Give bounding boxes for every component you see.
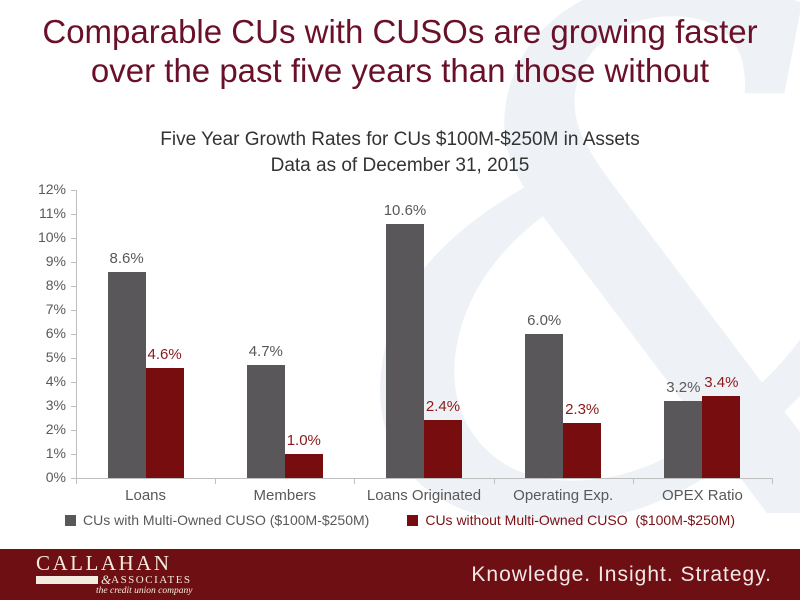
y-tick-label: 9%: [45, 253, 66, 269]
bar-value-label: 2.4%: [425, 398, 461, 416]
y-tick-mark: [71, 286, 76, 287]
y-tick-mark: [71, 214, 76, 215]
y-tick-mark: [71, 454, 76, 455]
legend-swatch-icon: [65, 514, 77, 526]
y-tick-label: 12%: [37, 181, 66, 197]
bar-value-label: 3.2%: [666, 379, 701, 397]
legend-label: CUs without Multi-Owned CUSO ($100M-$250…: [425, 512, 735, 528]
logo-underline-bar: [36, 576, 98, 585]
y-tick-mark: [71, 478, 76, 479]
y-tick-label: 10%: [37, 229, 66, 245]
bar: [107, 271, 146, 478]
y-tick-mark: [71, 190, 76, 191]
legend-label: CUs with Multi-Owned CUSO ($100M-$250M): [83, 512, 370, 528]
y-tick-label: 8%: [45, 277, 66, 293]
legend-item: CUs without Multi-Owned CUSO ($100M-$250…: [407, 512, 735, 528]
bar-value-label: 4.7%: [248, 343, 283, 361]
slide-title-line2: over the past five years than those with…: [90, 51, 710, 89]
y-tick-label: 0%: [45, 469, 66, 485]
category-label: Loans: [125, 487, 167, 504]
chart-title-line1: Five Year Growth Rates for CUs $100M-$25…: [160, 129, 640, 150]
bar: [424, 420, 462, 478]
chart-title: Five Year Growth Rates for CUs $100M-$25…: [0, 127, 800, 178]
logo-row: & ASSOCIATES: [36, 572, 192, 588]
y-tick-label: 4%: [45, 373, 66, 389]
y-tick-mark: [71, 262, 76, 263]
logo-associates-text: ASSOCIATES: [111, 574, 192, 587]
y-tick-mark: [71, 238, 76, 239]
bar-value-label: 6.0%: [527, 312, 562, 329]
bar: [664, 401, 703, 478]
slide-title: Comparable CUs with CUSOs are growing fa…: [0, 13, 800, 91]
bar-value-label: 10.6%: [383, 201, 427, 219]
y-tick-label: 11%: [39, 205, 66, 221]
y-axis-line: [76, 190, 77, 479]
category-label: Operating Exp.: [513, 487, 614, 504]
y-tick-label: 6%: [45, 325, 66, 341]
x-axis-line: [76, 478, 773, 479]
slide-title-line1: Comparable CUs with CUSOs are growing fa…: [42, 13, 758, 50]
x-tick-mark: [76, 479, 77, 484]
y-tick-label: 7%: [45, 301, 66, 317]
bar-value-label: 2.3%: [565, 400, 600, 418]
bar: [284, 454, 323, 478]
bar: [145, 367, 184, 478]
bar: [563, 422, 602, 478]
legend-item: CUs with Multi-Owned CUSO ($100M-$250M): [65, 512, 369, 528]
y-tick-mark: [71, 358, 76, 359]
x-tick-mark: [493, 479, 495, 484]
y-tick-label: 3%: [45, 397, 66, 413]
bar-value-label: 4.6%: [147, 345, 182, 363]
x-tick-mark: [215, 479, 217, 484]
y-tick-mark: [71, 382, 76, 383]
logo-name-text: CALLAHAN: [36, 551, 172, 575]
y-tick-label: 5%: [45, 349, 66, 365]
x-tick-mark: [354, 479, 356, 484]
bar-value-label: 3.4%: [704, 374, 739, 392]
chart-title-line2: Data as of December 31, 2015: [270, 154, 530, 176]
callahan-logo: CALLAHAN & ASSOCIATES the credit union c…: [36, 551, 193, 597]
category-label: OPEX Ratio: [661, 487, 743, 504]
footer-bar: [0, 549, 800, 600]
bar: [246, 365, 285, 478]
y-tick-label: 1%: [45, 445, 66, 461]
logo-ampersand-icon: &: [101, 572, 112, 588]
category-label: Loans Originated: [366, 487, 482, 504]
x-tick-mark: [632, 479, 634, 484]
x-tick-mark: [772, 479, 773, 484]
legend: CUs with Multi-Owned CUSO ($100M-$250M) C…: [0, 512, 800, 528]
bar-value-label: 8.6%: [109, 249, 144, 267]
footer-slogan: Knowledge. Insight. Strategy.: [471, 563, 772, 586]
y-tick-mark: [71, 310, 76, 311]
category-label: Members: [253, 487, 317, 504]
bar: [525, 334, 564, 478]
bar: [702, 396, 741, 478]
legend-swatch-icon: [407, 514, 419, 526]
bar: [386, 223, 424, 478]
y-tick-mark: [71, 406, 76, 407]
y-tick-mark: [71, 430, 76, 431]
bar-value-label: 1.0%: [286, 432, 321, 449]
logo-tagline: the credit union company: [96, 586, 193, 597]
y-tick-label: 2%: [45, 421, 66, 437]
y-tick-mark: [71, 334, 76, 335]
